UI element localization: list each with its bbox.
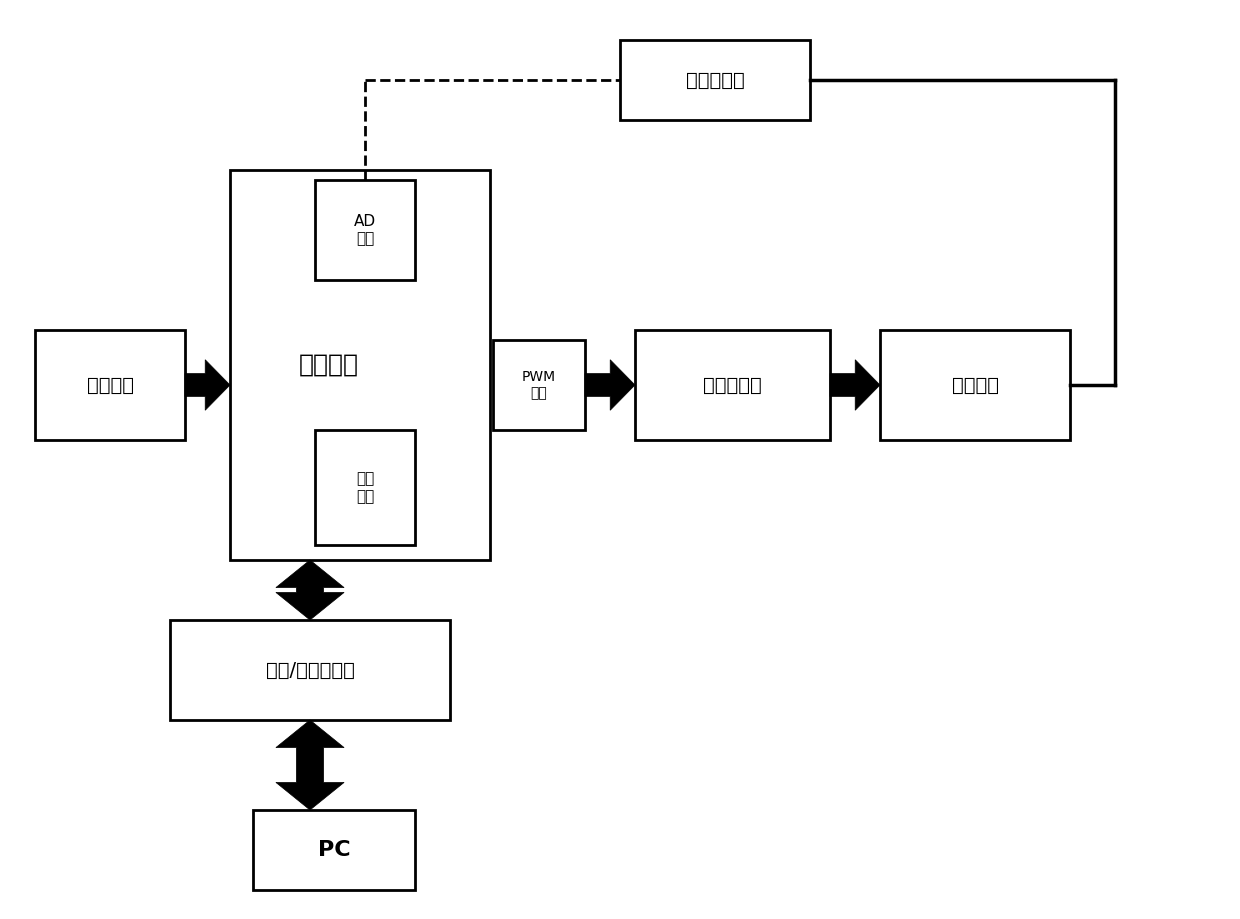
Text: 串口/总线收发器: 串口/总线收发器 bbox=[265, 661, 355, 679]
Text: PWM
模块: PWM 模块 bbox=[522, 370, 556, 400]
Text: 电流传感器: 电流传感器 bbox=[686, 71, 744, 89]
Polygon shape bbox=[275, 720, 345, 810]
Polygon shape bbox=[185, 359, 229, 410]
FancyBboxPatch shape bbox=[635, 330, 830, 440]
FancyBboxPatch shape bbox=[880, 330, 1070, 440]
Polygon shape bbox=[275, 560, 345, 620]
FancyBboxPatch shape bbox=[35, 330, 185, 440]
Text: 通信
模块: 通信 模块 bbox=[356, 471, 374, 504]
Polygon shape bbox=[585, 359, 635, 410]
FancyBboxPatch shape bbox=[315, 430, 415, 545]
FancyBboxPatch shape bbox=[494, 340, 585, 430]
FancyBboxPatch shape bbox=[253, 810, 415, 890]
FancyBboxPatch shape bbox=[170, 620, 450, 720]
Text: AD
模块: AD 模块 bbox=[353, 214, 376, 246]
FancyBboxPatch shape bbox=[620, 40, 810, 120]
Text: 主控制器: 主控制器 bbox=[299, 353, 360, 377]
Polygon shape bbox=[830, 359, 880, 410]
Text: 驱动功率管: 驱动功率管 bbox=[703, 376, 761, 394]
Text: 步进电机: 步进电机 bbox=[951, 376, 998, 394]
Text: 电源系统: 电源系统 bbox=[87, 376, 134, 394]
FancyBboxPatch shape bbox=[229, 170, 490, 560]
Text: PC: PC bbox=[317, 840, 351, 860]
FancyBboxPatch shape bbox=[315, 180, 415, 280]
